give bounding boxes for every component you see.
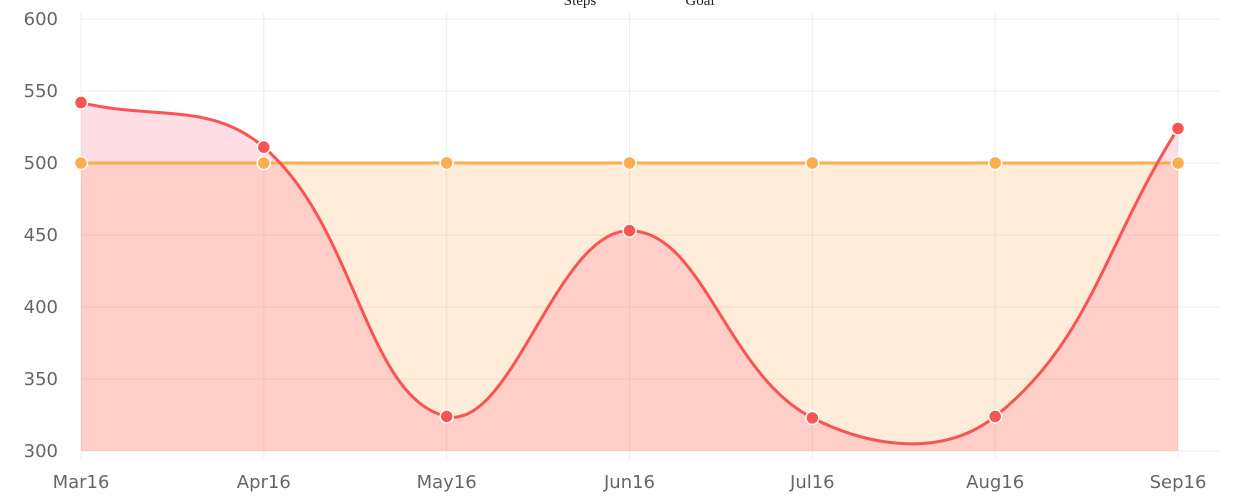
point (987, 155, 1003, 171)
y-tick-label: 600 (24, 9, 58, 30)
point (622, 223, 637, 238)
point (1170, 155, 1186, 171)
x-tick-label: Aug16 (966, 472, 1024, 493)
x-tick-label: Sep16 (1150, 472, 1207, 493)
point (256, 139, 272, 155)
y-tick-label: 450 (24, 225, 58, 246)
x-tick-label: Jul16 (789, 472, 835, 493)
x-tick-label: May16 (417, 472, 477, 493)
point (73, 95, 89, 110)
legend-label: Steps (564, 0, 597, 9)
point (805, 155, 820, 171)
series-area (81, 102, 1178, 452)
y-tick-label: 400 (24, 297, 58, 318)
point (73, 155, 89, 171)
x-tick-label: Apr16 (237, 472, 291, 493)
point (439, 409, 454, 424)
point (805, 410, 820, 426)
x-tick-label: Jun16 (603, 472, 655, 493)
legend-label: Goal (685, 0, 714, 9)
y-tick-label: 550 (24, 81, 58, 102)
point (256, 155, 272, 171)
point (987, 409, 1003, 424)
x-tick-label: Mar16 (53, 472, 110, 493)
point (1170, 121, 1186, 136)
series-area (81, 163, 1178, 451)
y-tick-label: 300 (24, 441, 58, 462)
y-tick-label: 500 (24, 153, 58, 174)
y-tick-label: 350 (24, 369, 58, 390)
point (439, 155, 454, 171)
point (622, 155, 637, 171)
